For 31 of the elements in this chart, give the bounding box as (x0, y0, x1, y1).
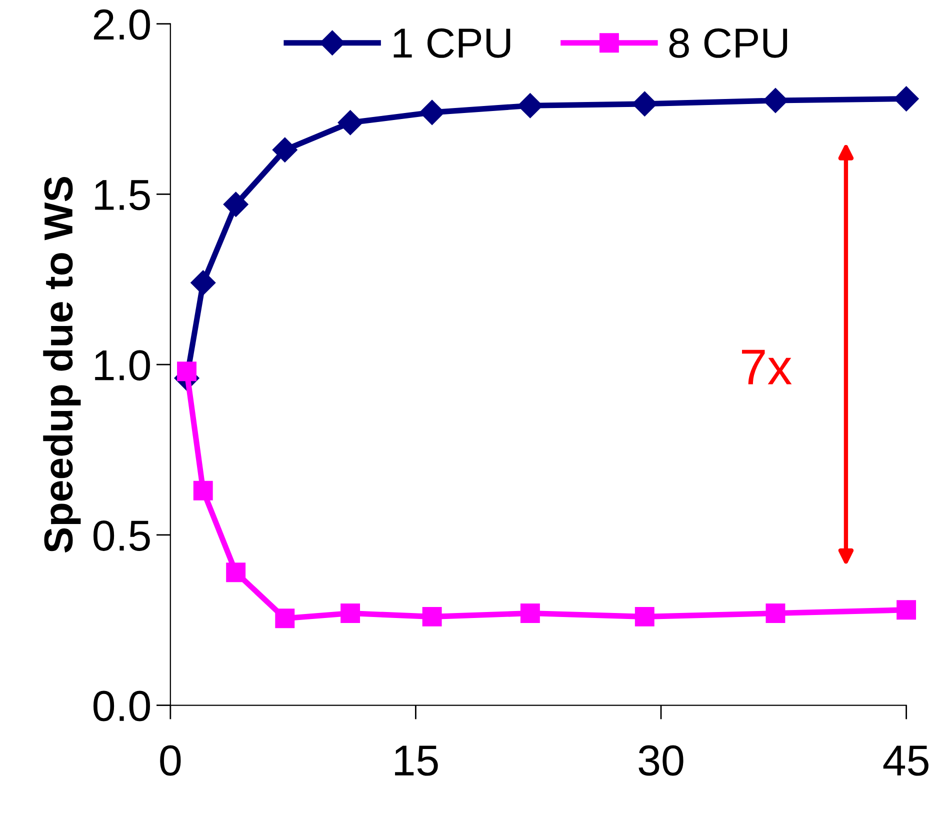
y-tick-label: 2.0 (94, 9, 150, 40)
annotation: 7x (742, 350, 792, 384)
point (632, 91, 658, 116)
y-tick-label: 1.0 (95, 350, 150, 381)
legend-label: 8 CPU (669, 28, 788, 58)
point (226, 562, 246, 582)
point (634, 606, 654, 626)
point (766, 604, 786, 624)
point (520, 604, 540, 624)
point (340, 604, 360, 624)
point (275, 608, 295, 628)
y-tick-label: 0.0 (93, 690, 150, 722)
x-tick-label: 30 (638, 745, 684, 776)
y-tick-label: 1.5 (95, 180, 150, 210)
point (896, 600, 916, 620)
point (763, 88, 788, 113)
x-tick-label: 45 (883, 746, 928, 776)
point (338, 110, 363, 136)
point (177, 362, 196, 382)
x-tick-label: 15 (395, 746, 438, 776)
point (223, 192, 248, 217)
point (420, 100, 445, 125)
y-axis-title: Speedup due to WS (43, 177, 81, 552)
x-tick-label: 0 (160, 745, 181, 776)
point (190, 270, 216, 296)
point (272, 137, 298, 162)
y-tick-label: 0.5 (93, 520, 150, 551)
point (193, 480, 213, 500)
point (894, 86, 919, 112)
point (422, 606, 442, 626)
legend-label: 1 CPU (394, 28, 510, 58)
